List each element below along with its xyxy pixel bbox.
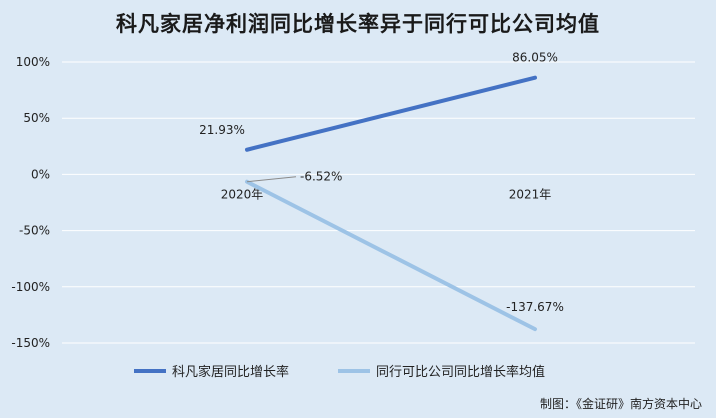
data-label: -6.52% bbox=[300, 170, 342, 184]
series-line bbox=[245, 75, 537, 152]
y-tick-label: 50% bbox=[23, 111, 50, 125]
y-tick-label: -150% bbox=[11, 336, 50, 350]
y-tick-label: 100% bbox=[16, 55, 50, 69]
series-line bbox=[245, 179, 537, 332]
y-tick-label: -50% bbox=[19, 224, 50, 238]
legend-label: 科凡家居同比增长率 bbox=[172, 364, 289, 380]
data-label: -137.67% bbox=[506, 300, 564, 314]
data-label: 21.93% bbox=[199, 123, 245, 137]
chart-credit: 制图：《金证研》南方资本中心 bbox=[539, 397, 702, 411]
x-tick-label: 2020年 bbox=[221, 187, 264, 201]
chart-title: 科凡家居净利润同比增长率异于同行可比公司均值 bbox=[116, 12, 600, 36]
legend-label: 同行可比公司同比增长率均值 bbox=[376, 364, 545, 380]
y-tick-label: 0% bbox=[31, 167, 50, 181]
y-tick-label: -100% bbox=[11, 280, 50, 294]
data-label: 86.05% bbox=[512, 51, 558, 65]
x-tick-label: 2021年 bbox=[509, 187, 552, 201]
leader-line bbox=[246, 176, 297, 183]
